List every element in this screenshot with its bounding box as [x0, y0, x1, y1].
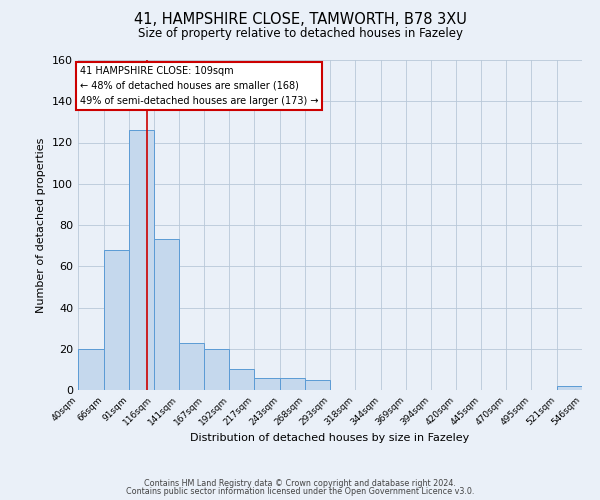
Text: Contains HM Land Registry data © Crown copyright and database right 2024.: Contains HM Land Registry data © Crown c… [144, 478, 456, 488]
Bar [280, 378, 305, 390]
Bar [229, 370, 254, 390]
Bar [154, 240, 179, 390]
Text: Contains public sector information licensed under the Open Government Licence v3: Contains public sector information licen… [126, 487, 474, 496]
Bar [179, 342, 205, 390]
Bar [104, 250, 129, 390]
Bar [305, 380, 330, 390]
Bar [205, 349, 229, 390]
Text: Size of property relative to detached houses in Fazeley: Size of property relative to detached ho… [137, 28, 463, 40]
X-axis label: Distribution of detached houses by size in Fazeley: Distribution of detached houses by size … [190, 432, 470, 442]
Bar [129, 130, 154, 390]
Y-axis label: Number of detached properties: Number of detached properties [37, 138, 46, 312]
Bar [557, 386, 582, 390]
Bar [78, 349, 104, 390]
Text: 41, HAMPSHIRE CLOSE, TAMWORTH, B78 3XU: 41, HAMPSHIRE CLOSE, TAMWORTH, B78 3XU [134, 12, 466, 28]
Text: 41 HAMPSHIRE CLOSE: 109sqm
← 48% of detached houses are smaller (168)
49% of sem: 41 HAMPSHIRE CLOSE: 109sqm ← 48% of deta… [80, 66, 319, 106]
Bar [254, 378, 280, 390]
